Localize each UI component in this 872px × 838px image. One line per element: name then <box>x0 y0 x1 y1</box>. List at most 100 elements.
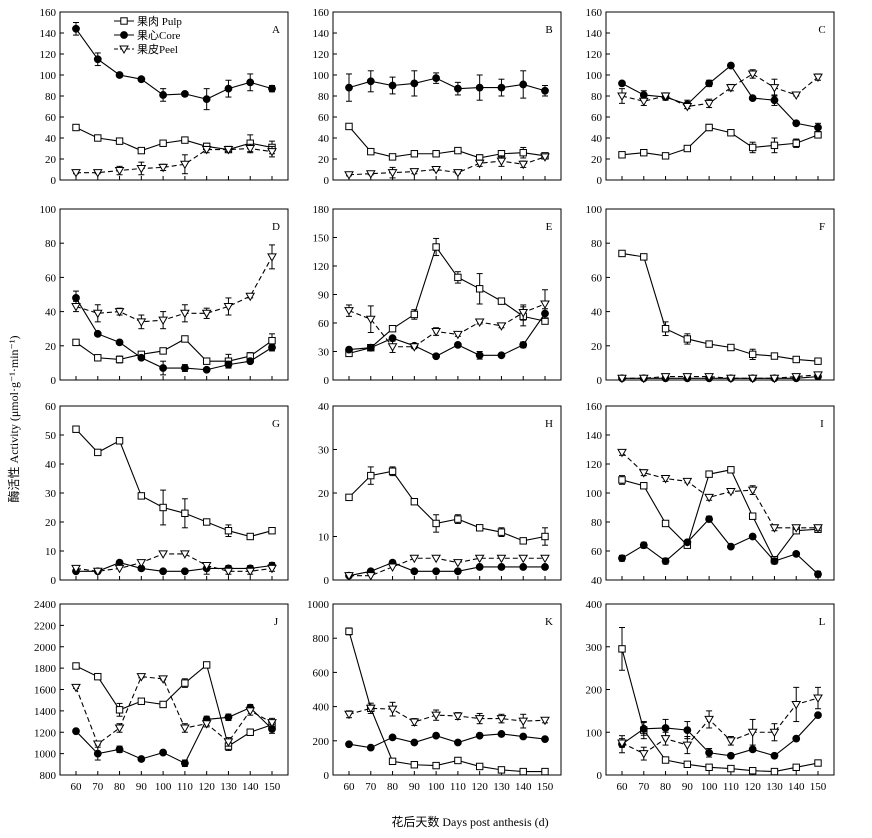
data-point <box>180 759 189 768</box>
series-line <box>621 469 819 561</box>
data-point <box>640 149 648 157</box>
data-point <box>791 91 802 100</box>
series-line <box>348 126 546 159</box>
series-line <box>621 451 818 529</box>
x-tick-label: 70 <box>365 781 377 793</box>
data-point <box>475 83 484 92</box>
y-tick-label: 30 <box>318 445 330 457</box>
x-tick-label: 110 <box>723 781 740 793</box>
data-point <box>94 672 102 681</box>
data-point <box>345 345 353 354</box>
series-line <box>75 553 273 572</box>
data-point <box>94 134 102 142</box>
data-point <box>344 710 354 720</box>
y-tick-label: 20 <box>45 154 57 166</box>
series-peel <box>344 554 550 581</box>
series-pulp <box>618 123 822 160</box>
y-tick-label: 90 <box>318 290 330 302</box>
data-point <box>202 95 211 104</box>
data-point <box>202 357 211 365</box>
x-tick-label: 60 <box>617 781 629 793</box>
data-point <box>431 711 441 721</box>
data-point <box>180 160 190 170</box>
data-point <box>453 738 462 747</box>
data-point <box>519 149 527 157</box>
data-point <box>454 146 462 155</box>
series-core <box>345 70 549 102</box>
y-tick-label: 800 <box>40 770 57 782</box>
data-point <box>497 351 506 360</box>
data-point <box>224 84 233 93</box>
data-point <box>245 707 256 716</box>
data-point <box>496 554 507 564</box>
data-point <box>345 493 353 502</box>
data-point <box>770 751 779 760</box>
series-pulp <box>618 627 822 776</box>
y-tick-label: 80 <box>45 238 57 250</box>
data-point <box>726 751 735 760</box>
data-point <box>114 724 125 733</box>
y-tick-label: 20 <box>318 154 330 166</box>
data-point <box>541 767 549 776</box>
x-tick-label: 100 <box>701 781 718 793</box>
y-tick-label: 40 <box>318 133 330 145</box>
data-point <box>618 554 626 563</box>
y-tick-label: 300 <box>586 642 603 654</box>
data-point <box>72 727 80 736</box>
data-point <box>115 706 124 714</box>
data-point <box>137 755 146 763</box>
data-point <box>682 741 693 751</box>
x-tick-label: 110 <box>450 781 467 793</box>
y-tick-label: 140 <box>313 28 330 40</box>
data-point <box>432 352 441 361</box>
y-tick-label: 1200 <box>34 727 57 739</box>
data-point <box>136 318 147 327</box>
data-point <box>682 477 693 487</box>
x-tick-label: 150 <box>810 781 827 793</box>
y-tick-label: 80 <box>591 238 603 250</box>
data-point <box>661 519 670 528</box>
panel-letter: C <box>818 24 825 36</box>
x-tick-label: 130 <box>493 781 510 793</box>
data-point <box>661 756 670 764</box>
data-point <box>159 139 167 147</box>
data-point <box>519 732 528 741</box>
y-tick-label: 0 <box>324 575 330 587</box>
data-point <box>136 559 147 568</box>
data-point <box>638 97 649 107</box>
data-point <box>518 554 529 564</box>
data-point <box>245 292 256 302</box>
data-point <box>115 437 124 445</box>
data-point <box>705 748 714 757</box>
panel-letter: G <box>272 418 280 430</box>
data-point <box>92 567 103 577</box>
panel-frame <box>332 603 562 776</box>
data-point <box>93 55 102 64</box>
data-point <box>365 704 376 714</box>
y-tick-label: 0 <box>597 175 603 187</box>
data-point <box>474 554 485 564</box>
data-point <box>180 724 190 733</box>
data-point <box>267 148 277 157</box>
data-point <box>410 498 419 506</box>
y-tick-label: 20 <box>45 517 57 529</box>
series-line <box>621 648 819 773</box>
data-point <box>224 713 233 722</box>
data-point <box>432 567 441 576</box>
data-point <box>770 96 779 105</box>
data-point <box>94 354 102 362</box>
series-line <box>621 73 819 108</box>
series-core <box>72 558 276 576</box>
data-point <box>497 766 506 774</box>
data-point <box>246 728 254 736</box>
data-point <box>618 151 626 159</box>
data-point <box>202 518 211 526</box>
data-point <box>158 550 168 559</box>
data-point <box>158 163 168 173</box>
x-tick-label: 140 <box>515 781 532 793</box>
data-point <box>453 559 463 568</box>
data-point <box>201 146 212 155</box>
data-point <box>345 83 353 92</box>
series-peel <box>344 701 550 729</box>
data-point <box>814 357 822 365</box>
